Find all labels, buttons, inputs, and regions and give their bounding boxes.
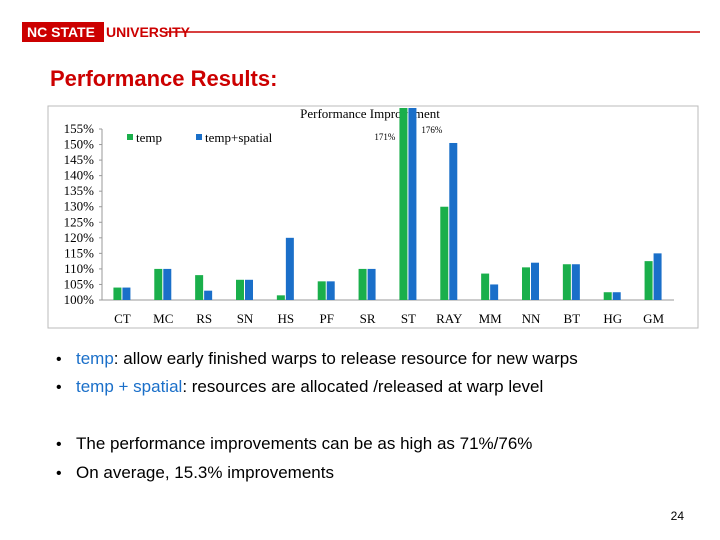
- legend-label: temp: [136, 130, 162, 145]
- bar: [367, 268, 376, 300]
- bar: [481, 273, 490, 300]
- bar: [449, 142, 458, 300]
- logo-box: [22, 22, 104, 42]
- x-tick-label: ST: [401, 311, 416, 326]
- bar: [317, 281, 326, 300]
- bar: [408, 108, 417, 300]
- x-tick-label: NN: [522, 311, 541, 326]
- logo-text: UNIVERSITY: [106, 24, 191, 40]
- bullet-dot: •: [56, 379, 62, 396]
- x-tick-label: HS: [278, 311, 295, 326]
- x-tick-label: HG: [603, 311, 622, 326]
- y-tick-label: 125%: [64, 214, 95, 229]
- bar: [531, 262, 539, 300]
- legend-label: temp+spatial: [205, 130, 273, 145]
- bar: [612, 292, 621, 300]
- y-tick-label: 120%: [64, 230, 95, 245]
- y-tick-label: 145%: [64, 152, 95, 167]
- bullet-text: temp: allow early finished warps to rele…: [76, 349, 578, 368]
- bar: [571, 264, 580, 300]
- bars: [113, 108, 662, 300]
- x-tick-label: RS: [196, 311, 212, 326]
- chart: 100%105%110%115%120%125%130%135%140%145%…: [64, 108, 674, 326]
- page-number: 24: [671, 509, 685, 523]
- bullet-body: The performance improvements can be as h…: [76, 434, 532, 453]
- chart-title: Performance Improvement: [300, 106, 440, 121]
- bar: [358, 268, 367, 300]
- legend-swatch: [127, 134, 133, 140]
- x-tick-label: MM: [479, 311, 503, 326]
- bar: [122, 287, 131, 300]
- y-tick-label: 140%: [64, 168, 95, 183]
- slide-title: Performance Results:: [50, 66, 277, 91]
- bar: [603, 292, 612, 300]
- value-label: 171%: [374, 132, 396, 142]
- bullet-text: The performance improvements can be as h…: [76, 434, 532, 453]
- bullet-text: On average, 15.3% improvements: [76, 463, 334, 482]
- x-tick-label: CT: [114, 311, 131, 326]
- y-tick-label: 105%: [64, 276, 95, 291]
- bar: [522, 267, 530, 300]
- x-tick-label: PF: [319, 311, 333, 326]
- y-tick-label: 135%: [64, 183, 95, 198]
- x-tick-label: RAY: [436, 311, 463, 326]
- logo-text: NC STATE: [27, 24, 95, 40]
- x-tick-label: MC: [153, 311, 173, 326]
- bullet-body: : resources are allocated /released at w…: [182, 377, 543, 396]
- bar: [490, 284, 499, 300]
- bullet-list: • temp: allow early finished warps to rel…: [56, 349, 578, 482]
- bar: [440, 206, 449, 300]
- bar: [195, 275, 204, 300]
- bar: [326, 281, 335, 300]
- legend-swatch: [196, 134, 202, 140]
- bullet-body: On average, 15.3% improvements: [76, 463, 334, 482]
- bullet-text: temp + spatial: resources are allocated …: [76, 377, 543, 396]
- value-label: 176%: [421, 125, 443, 135]
- y-tick-label: 150%: [64, 137, 95, 152]
- y-tick-label: 155%: [64, 121, 95, 136]
- bar: [154, 268, 163, 300]
- bar: [163, 268, 172, 300]
- bullet-dot: •: [56, 436, 62, 453]
- bullet-dot: •: [56, 351, 62, 368]
- x-tick-label: SR: [360, 311, 376, 326]
- bar: [113, 287, 122, 300]
- bullet-term: temp: [76, 349, 114, 368]
- bar: [653, 253, 662, 300]
- bar: [204, 290, 213, 300]
- x-tick-label: GM: [643, 311, 664, 326]
- x-tick-label: SN: [237, 311, 254, 326]
- bullet-dot: •: [56, 465, 62, 482]
- bullet-body: : allow early finished warps to release …: [114, 349, 578, 368]
- x-tick-label: BT: [564, 311, 581, 326]
- y-tick-label: 100%: [64, 292, 95, 307]
- y-tick-label: 115%: [64, 245, 94, 260]
- bar: [644, 261, 653, 300]
- bar: [276, 295, 285, 300]
- bullet-term: temp + spatial: [76, 377, 182, 396]
- bar: [285, 237, 294, 300]
- y-tick-label: 110%: [64, 261, 94, 276]
- bar: [399, 108, 408, 300]
- y-tick-label: 130%: [64, 199, 95, 214]
- bar: [562, 264, 571, 300]
- bar: [245, 279, 253, 300]
- bar: [236, 279, 244, 300]
